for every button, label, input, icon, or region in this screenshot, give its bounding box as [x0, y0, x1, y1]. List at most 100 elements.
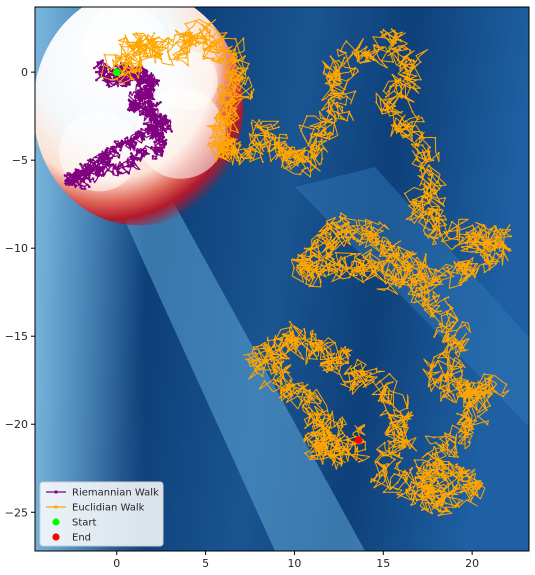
series-point — [397, 436, 399, 438]
series-point — [440, 367, 442, 369]
series-point — [308, 280, 310, 282]
series-point — [390, 423, 392, 425]
series-point — [447, 296, 449, 298]
series-point — [420, 496, 422, 498]
series-point — [380, 31, 382, 33]
series-point — [130, 145, 133, 148]
series-point — [76, 181, 79, 184]
series-point — [132, 100, 135, 103]
series-point — [143, 85, 146, 88]
x-tick-label: 15 — [376, 557, 390, 570]
series-point — [336, 118, 338, 120]
series-point — [456, 471, 458, 473]
series-point — [376, 61, 378, 63]
series-point — [442, 324, 444, 326]
series-point — [440, 461, 442, 463]
series-point — [132, 65, 134, 67]
series-point — [392, 282, 394, 284]
series-point — [468, 409, 470, 411]
series-point — [289, 379, 291, 381]
series-point — [150, 95, 153, 98]
series-point — [489, 405, 491, 407]
series-point — [96, 159, 99, 162]
series-point — [335, 66, 337, 68]
series-point — [331, 443, 333, 445]
series-point — [384, 254, 386, 256]
series-point — [409, 50, 411, 52]
series-point — [433, 356, 435, 358]
series-point — [143, 92, 146, 95]
series-point — [314, 254, 316, 256]
series-point — [320, 444, 322, 446]
series-point — [221, 140, 223, 142]
series-point — [151, 108, 154, 111]
series-point — [364, 265, 366, 267]
series-point — [85, 177, 88, 180]
series-point — [316, 153, 318, 155]
series-point — [217, 30, 219, 32]
series-point — [412, 202, 414, 204]
series-point — [454, 341, 456, 343]
series-point — [396, 93, 398, 95]
series-point — [383, 262, 385, 264]
series-point — [412, 111, 414, 113]
series-point — [341, 230, 343, 232]
series-point — [328, 263, 330, 265]
series-point — [230, 106, 232, 108]
series-point — [449, 433, 451, 435]
series-point — [121, 85, 124, 88]
series-point — [332, 133, 334, 135]
series-point — [345, 236, 347, 238]
series-point — [312, 344, 314, 346]
series-point — [436, 175, 438, 177]
series-point — [306, 265, 308, 267]
series-point — [399, 39, 401, 41]
series-point — [84, 164, 87, 167]
series-point — [280, 364, 282, 366]
series-point — [123, 49, 125, 51]
series-point — [310, 133, 312, 135]
series-point — [459, 344, 461, 346]
series-point — [461, 268, 463, 270]
series-point — [406, 439, 408, 441]
series-point — [395, 451, 397, 453]
series-point — [158, 135, 161, 138]
series-point — [224, 62, 226, 64]
y-tick-label: 0 — [21, 66, 28, 79]
series-point — [187, 51, 189, 53]
series-point — [485, 242, 487, 244]
series-point — [144, 72, 147, 75]
series-point — [380, 414, 382, 416]
series-point — [185, 43, 187, 45]
series-point — [419, 287, 421, 289]
series-point — [456, 272, 458, 274]
series-point — [211, 126, 213, 128]
series-point — [330, 55, 332, 57]
series-point — [400, 286, 402, 288]
series-point — [129, 63, 131, 65]
series-point — [219, 111, 221, 113]
series-point — [285, 342, 287, 344]
series-point — [147, 124, 150, 127]
series-point — [341, 106, 343, 108]
series-point — [71, 183, 74, 186]
series-point — [286, 337, 288, 339]
series-point — [274, 342, 276, 344]
series-point — [140, 90, 143, 93]
series-point — [121, 143, 124, 146]
series-point — [322, 350, 324, 352]
series-point — [461, 263, 463, 265]
series-point — [354, 232, 356, 234]
series-point — [458, 466, 460, 468]
series-point — [464, 350, 466, 352]
series-point — [445, 275, 447, 277]
series-point — [328, 80, 330, 82]
series-point — [459, 430, 461, 432]
series-point — [422, 144, 424, 146]
series-point — [234, 145, 236, 147]
series-point — [350, 254, 352, 256]
series-point — [285, 143, 287, 145]
series-point — [156, 102, 159, 105]
series-point — [336, 362, 338, 364]
series-point — [96, 169, 99, 172]
